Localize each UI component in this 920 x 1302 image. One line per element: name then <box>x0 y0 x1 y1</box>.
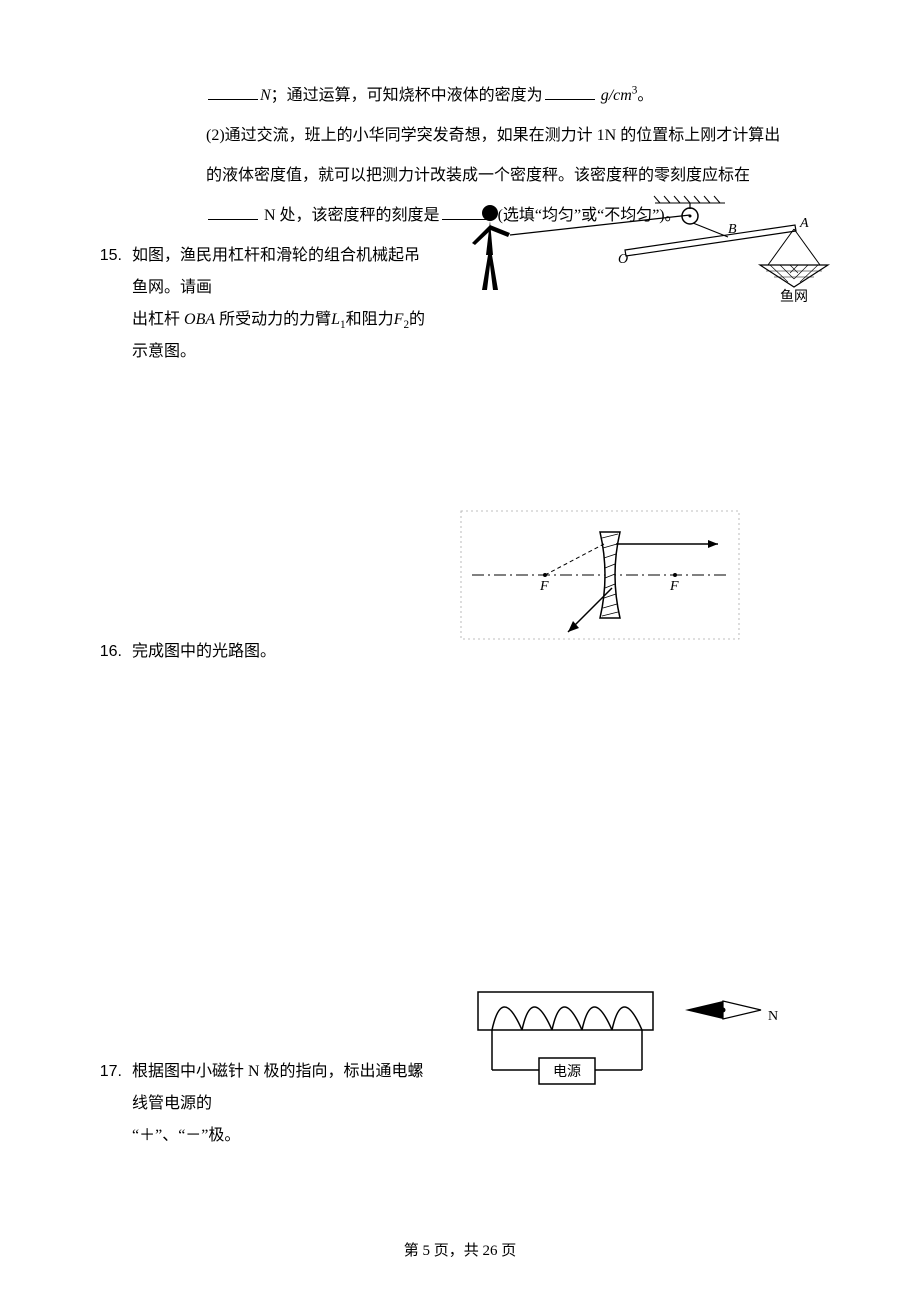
label-net: 鱼网 <box>780 288 808 305</box>
blank-fill[interactable] <box>208 82 258 100</box>
footer-prefix: 第 <box>404 1243 423 1259</box>
q15-L1: L <box>331 311 340 328</box>
q16-num: 16. <box>90 636 132 668</box>
lever-pulley-diagram: O B A 鱼网 <box>460 195 840 305</box>
q15-line1: 如图，渔民用杠杆和滑轮的组合机械起吊鱼网。请画 <box>132 247 420 296</box>
q17-text: 根据图中小磁针 N 极的指向，标出通电螺线管电源的 “＋”、“－”极。 <box>132 1056 432 1152</box>
q17-figure: 电源 N <box>468 980 788 1110</box>
q15-F2: F <box>394 311 404 328</box>
q17-line1: 根据图中小磁针 N 极的指向，标出通电螺线管电源的 <box>132 1056 432 1120</box>
text-seg: N 处，该密度秤的刻度是 <box>260 207 440 224</box>
blank-fill[interactable] <box>545 82 595 100</box>
page-footer: 第 5 页，共 26 页 <box>0 1236 920 1266</box>
q15-figure: O B A 鱼网 <box>460 195 840 305</box>
text-seg: 。 <box>637 87 653 104</box>
label-B: B <box>728 222 737 237</box>
q15-oba: OBA <box>184 311 215 328</box>
footer-suffix: 页 <box>498 1243 517 1259</box>
footer-current: 5 <box>422 1243 430 1259</box>
label-N: N <box>768 1009 778 1024</box>
q14-part2-l1: (2)通过交流，班上的小华同学突发奇想，如果在测力计 1N 的位置标上刚才计算出 <box>206 120 830 152</box>
q14-part2-l2: 的液体密度值，就可以把测力计改装成一个密度秤。该密度秤的零刻度应标在 <box>206 160 830 192</box>
q15-l2c: 和阻力 <box>346 311 394 328</box>
label-F-left: F <box>539 579 549 594</box>
q17-line2: “＋”、“－”极。 <box>132 1120 432 1152</box>
q15-num: 15. <box>90 240 132 272</box>
q15-text: 如图，渔民用杠杆和滑轮的组合机械起吊鱼网。请画 出杠杆 OBA 所受动力的力臂L… <box>132 240 432 368</box>
q17-num: 17. <box>90 1056 132 1088</box>
label-F-right: F <box>669 579 679 594</box>
q16: 16. 完成图中的光路图。 <box>90 636 830 668</box>
unit-n: N <box>260 87 271 104</box>
q16-figure: F F <box>460 510 740 640</box>
q15-l2a: 出杠杆 <box>132 311 184 328</box>
text-seg: ；通过运算，可知烧杯中液体的密度为 <box>271 87 543 104</box>
label-O: O <box>618 252 628 267</box>
footer-total: 26 <box>483 1243 498 1259</box>
footer-mid: 页，共 <box>430 1243 483 1259</box>
unit-density: g/cm <box>597 87 632 104</box>
solenoid-diagram: 电源 N <box>468 980 788 1110</box>
label-A: A <box>799 216 809 231</box>
q14-continuation: N；通过运算，可知烧杯中液体的密度为 g/cm3。 <box>206 80 830 112</box>
q16-text: 完成图中的光路图。 <box>132 636 432 668</box>
lens-diagram: F F <box>460 510 740 640</box>
blank-fill[interactable] <box>208 202 258 220</box>
label-power: 电源 <box>553 1064 581 1080</box>
q15-l2b: 所受动力的力臂 <box>215 311 331 328</box>
